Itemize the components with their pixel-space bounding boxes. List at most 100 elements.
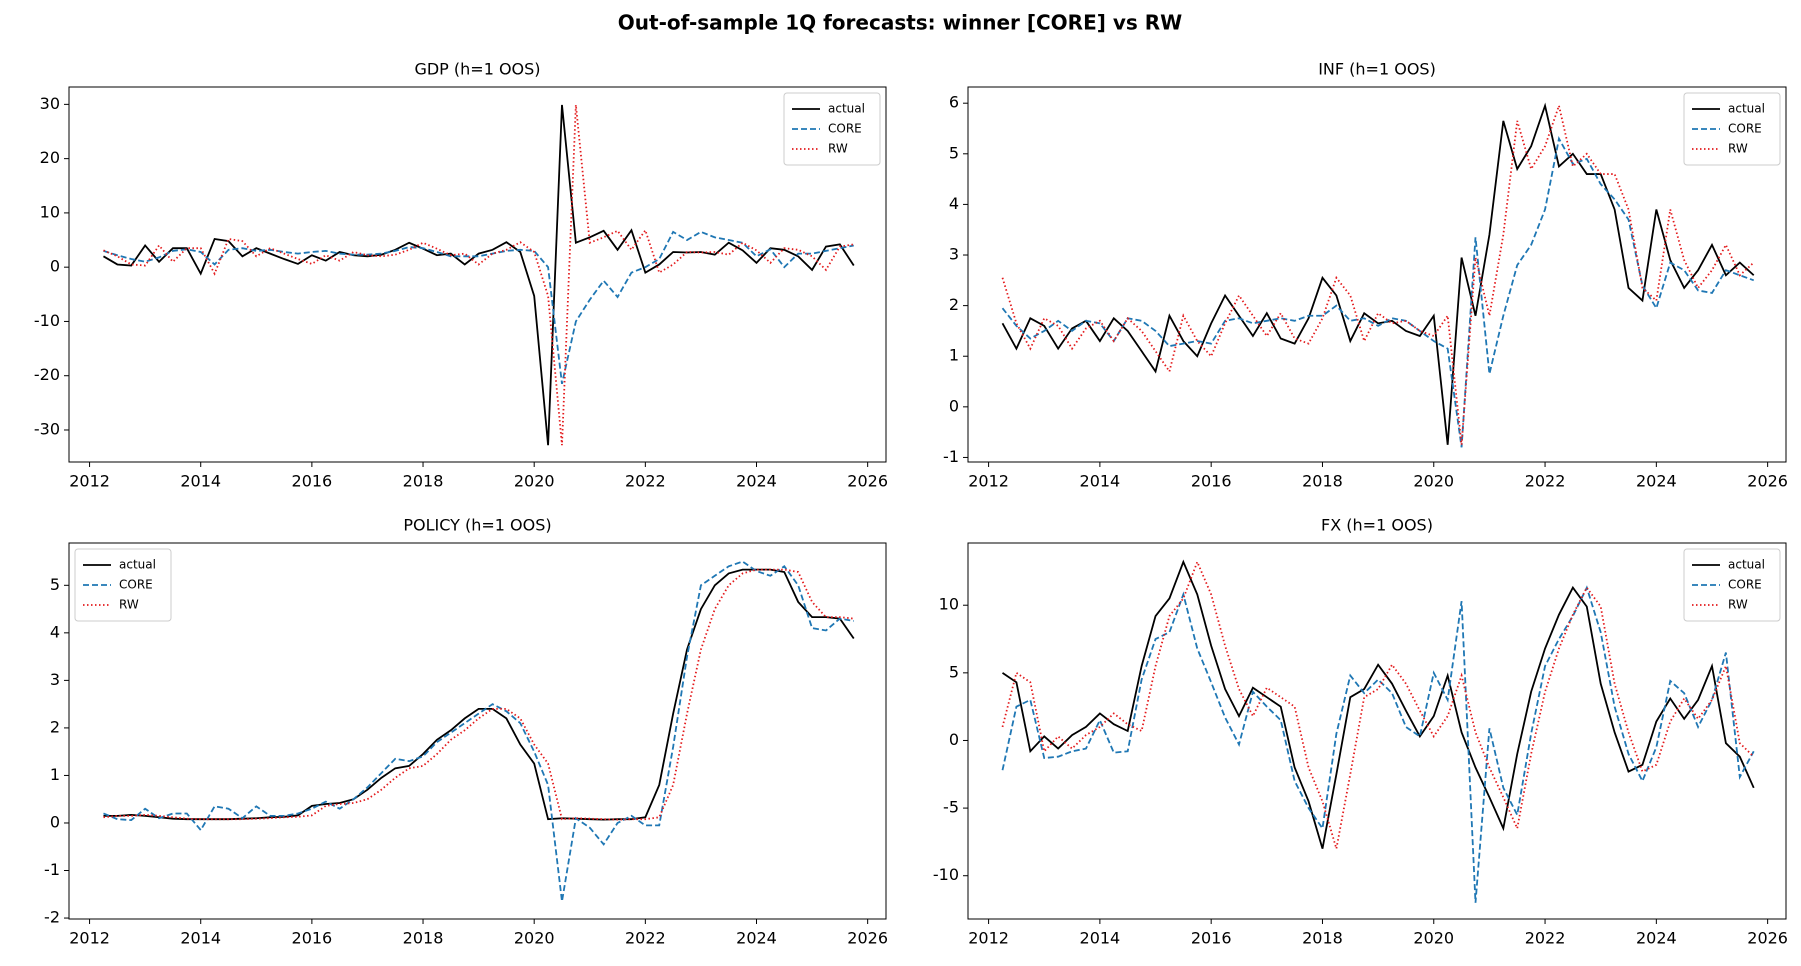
y-tick-label: 0: [949, 730, 959, 749]
subplot: FX (h=1 OOS) 2012 2014 2016 2018 2020 2022 2024…: [933, 516, 1788, 948]
subplot-title: FX (h=1 OOS): [1321, 516, 1433, 535]
x-tick-label: 2014: [1080, 929, 1121, 948]
legend-label: actual: [828, 102, 865, 116]
x-tick-label: 2016: [1191, 472, 1232, 491]
figure-title: Out-of-sample 1Q forecasts: winner [CORE…: [618, 11, 1182, 35]
series-line: [1001, 559, 1755, 849]
x-tick-label: 2016: [292, 929, 333, 948]
legend-label: RW: [828, 142, 848, 156]
y-tick-label: 30: [40, 94, 60, 113]
y-tick-label: 3: [949, 245, 959, 264]
y-tick-label: 4: [50, 622, 60, 641]
legend-box: [783, 92, 881, 166]
x-tick-label: 2024: [736, 472, 777, 491]
subplot: GDP (h=1 OOS)2012 2014 2016 2018 2020 2022 202…: [34, 60, 888, 491]
series-line: [1001, 585, 1755, 903]
x-tick-label: 2022: [1525, 472, 1566, 491]
y-tick-label: 0: [949, 396, 959, 415]
legend-box: [74, 548, 172, 622]
y-tick-label: -2: [44, 908, 60, 927]
legend-label: actual: [1728, 558, 1765, 572]
legend-label: actual: [119, 558, 156, 572]
x-tick-label: 2022: [1525, 929, 1566, 948]
x-tick-label: 2020: [1413, 929, 1454, 948]
series-line: [103, 104, 854, 446]
y-tick-label: -1: [943, 447, 959, 466]
x-tick-label: 2012: [69, 472, 110, 491]
x-tick-label: 2026: [1747, 929, 1788, 948]
y-tick-label: 1: [50, 765, 60, 784]
legend-label: RW: [1728, 142, 1748, 156]
x-tick-label: 2016: [1191, 929, 1232, 948]
x-tick-label: 2018: [403, 472, 444, 491]
plot-frame: [68, 542, 887, 920]
x-tick-label: 2026: [1747, 472, 1788, 491]
y-tick-label: 5: [50, 575, 60, 594]
x-tick-label: 2014: [1080, 472, 1121, 491]
legend-label: CORE: [119, 578, 153, 592]
y-tick-label: -30: [34, 419, 60, 438]
plot-frame: [967, 86, 1787, 463]
x-tick-label: 2020: [514, 929, 555, 948]
x-tick-label: 2018: [403, 929, 444, 948]
x-tick-label: 2020: [514, 472, 555, 491]
series-line: [103, 560, 854, 902]
legend-label: CORE: [828, 122, 862, 136]
y-tick-label: 5: [949, 662, 959, 681]
legend-label: actual: [1728, 102, 1765, 116]
y-tick-label: 6: [949, 93, 959, 112]
y-tick-label: 2: [949, 295, 959, 314]
y-tick-label: -10: [933, 865, 959, 884]
x-tick-label: 2014: [180, 472, 221, 491]
x-tick-label: 2024: [736, 929, 777, 948]
legend-label: CORE: [1728, 122, 1762, 136]
series-line: [1001, 102, 1755, 445]
x-tick-label: 2018: [1302, 472, 1343, 491]
y-tick-label: 10: [40, 202, 60, 221]
legend-label: CORE: [1728, 578, 1762, 592]
series-line: [1001, 102, 1755, 445]
x-tick-label: 2022: [625, 929, 666, 948]
series-line: [103, 568, 854, 821]
subplot-title: INF (h=1 OOS): [1318, 60, 1436, 79]
y-tick-label: -5: [943, 798, 959, 817]
y-tick-label: 10: [939, 595, 959, 614]
subplot: POLICY (h=1 OOS)2012 2014 2016 2018 2020 2022…: [44, 516, 888, 948]
legend-label: RW: [119, 598, 139, 612]
plot-frame: [68, 86, 887, 463]
y-tick-label: 1: [949, 346, 959, 365]
x-tick-label: 2018: [1302, 929, 1343, 948]
x-tick-label: 2022: [625, 472, 666, 491]
x-tick-label: 2012: [69, 929, 110, 948]
y-tick-label: 20: [40, 148, 60, 167]
y-tick-label: 5: [949, 143, 959, 162]
series-line: [103, 104, 855, 446]
x-tick-label: 2020: [1413, 472, 1454, 491]
legend-box: [1683, 548, 1781, 622]
y-tick-label: 4: [949, 194, 959, 213]
y-tick-label: 0: [50, 812, 60, 831]
series-line: [103, 568, 855, 821]
x-tick-label: 2024: [1636, 472, 1677, 491]
subplot-title: GDP (h=1 OOS): [414, 60, 540, 79]
y-tick-label: 2: [50, 717, 60, 736]
x-tick-label: 2012: [968, 929, 1009, 948]
subplot-title: POLICY (h=1 OOS): [403, 516, 551, 535]
legend-box: [1683, 92, 1781, 166]
subplot: INF (h=1 OOS)2012 2014 2016 2018 2020 2022 202…: [943, 60, 1788, 491]
x-tick-label: 2012: [968, 472, 1009, 491]
y-tick-label: 3: [50, 670, 60, 689]
x-tick-label: 2014: [180, 929, 221, 948]
series-line: [1001, 559, 1755, 849]
y-tick-label: -1: [44, 860, 60, 879]
series-line: [1001, 136, 1755, 448]
y-tick-label: -10: [34, 311, 60, 330]
x-tick-label: 2016: [292, 472, 333, 491]
x-tick-label: 2026: [847, 929, 888, 948]
x-tick-label: 2024: [1636, 929, 1677, 948]
legend-label: RW: [1728, 598, 1748, 612]
series-line: [103, 230, 854, 385]
plot-frame: [967, 542, 1787, 920]
